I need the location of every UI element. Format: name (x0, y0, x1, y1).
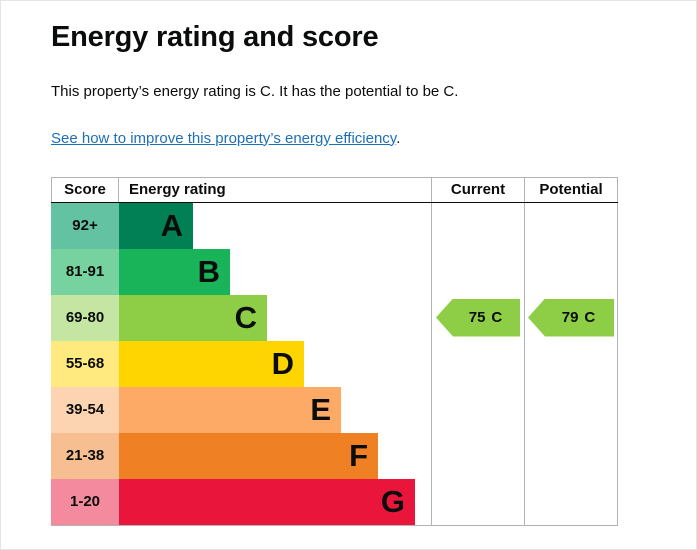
potential-cell (524, 202, 618, 249)
band-bar-b: B (119, 248, 230, 295)
column-header-potential: Potential (524, 177, 618, 202)
band-bar-e: E (119, 386, 341, 433)
band-row-g: 1-20 G (51, 478, 618, 525)
current-cell (431, 432, 524, 479)
column-header-energy-rating: Energy rating (129, 181, 226, 198)
band-score-range: 21-38 (51, 432, 119, 479)
potential-cell (524, 386, 618, 433)
band-score-range: 1-20 (51, 478, 119, 525)
band-letter: B (197, 254, 220, 289)
band-letter: F (349, 438, 368, 473)
energy-rating-chart: Score Energy rating Current Potential 92… (51, 176, 618, 526)
band-letter: C (234, 300, 257, 335)
band-bar-area: A (119, 202, 431, 249)
band-row-d: 55-68 D (51, 340, 618, 387)
column-header-score: Score (51, 177, 119, 202)
band-score-range: 39-54 (51, 386, 119, 433)
potential-cell (524, 340, 618, 387)
current-cell: 75 C (431, 294, 524, 341)
band-score-range: 55-68 (51, 340, 119, 387)
band-bar-g: G (119, 478, 415, 525)
potential-score-value: 79 (561, 309, 579, 326)
band-bar-a: A (119, 202, 193, 249)
potential-band-letter: C (584, 309, 596, 326)
band-letter: D (271, 346, 294, 381)
column-header-current: Current (431, 177, 524, 202)
current-cell (431, 340, 524, 387)
band-bar-area: G (119, 478, 431, 525)
band-row-c: 69-80 C 75 C 79 C (51, 294, 618, 341)
band-bar-area: F (119, 432, 431, 479)
band-letter: G (380, 484, 405, 519)
improvement-link[interactable]: See how to improve this property’s energ… (51, 129, 397, 147)
band-row-e: 39-54 E (51, 386, 618, 433)
chart-header-row: Score Energy rating Current Potential (51, 176, 618, 203)
band-score-range: 81-91 (51, 248, 119, 295)
band-row-b: 81-91 B (51, 248, 618, 295)
band-score-range: 69-80 (51, 294, 119, 341)
current-band-letter: C (491, 309, 503, 326)
current-cell (431, 202, 524, 249)
potential-rating-arrow: 79 C (528, 298, 614, 337)
potential-cell (524, 432, 618, 479)
potential-cell: 79 C (524, 294, 618, 341)
current-cell (431, 386, 524, 433)
band-row-f: 21-38 F (51, 432, 618, 479)
band-letter: A (160, 208, 183, 243)
energy-rating-summary: This property’s energy rating is C. It h… (51, 83, 459, 100)
chart-body: 92+ A 81-91 B (51, 202, 618, 526)
current-score-value: 75 (468, 309, 486, 326)
band-row-a: 92+ A (51, 202, 618, 249)
potential-cell (524, 248, 618, 295)
band-bar-f: F (119, 432, 378, 479)
current-cell (431, 478, 524, 525)
band-bar-area: C (119, 294, 431, 341)
band-bar-area: E (119, 386, 431, 433)
potential-cell (524, 478, 618, 525)
band-bar-d: D (119, 340, 304, 387)
page-title: Energy rating and score (51, 21, 379, 53)
improvement-link-suffix: . (396, 129, 401, 147)
current-rating-arrow: 75 C (436, 298, 520, 337)
improvement-link-row: See how to improve this property’s energ… (51, 130, 696, 147)
band-letter: E (310, 392, 331, 427)
band-bar-area: B (119, 248, 431, 295)
band-score-range: 92+ (51, 202, 119, 249)
current-cell (431, 248, 524, 295)
band-bar-area: D (119, 340, 431, 387)
band-bar-c: C (119, 294, 267, 341)
